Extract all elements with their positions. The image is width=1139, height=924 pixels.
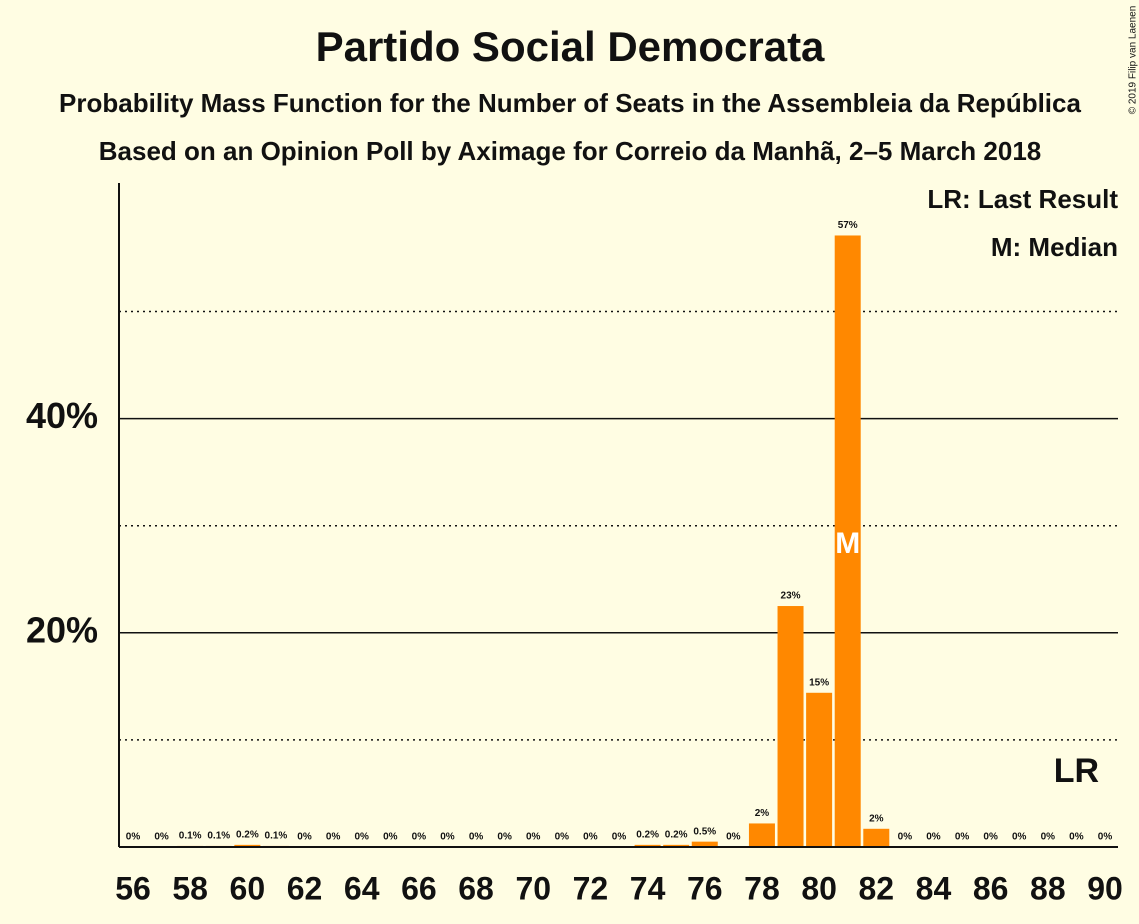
value-label: 0% [440,832,455,843]
x-tick-label: 84 [916,870,952,906]
value-label: 0% [926,832,941,843]
bar [663,844,690,847]
value-label: 0% [297,832,312,843]
x-tick-label: 60 [230,870,266,906]
x-tick-label: 68 [458,870,494,906]
y-tick-label: 40% [26,395,98,436]
value-label: 0.2% [236,829,259,840]
value-label: 0% [497,832,512,843]
value-label: 0.5% [693,826,716,837]
x-tick-label: 62 [287,870,323,906]
value-label: 0% [583,832,598,843]
value-label: 0% [1098,832,1113,843]
value-label: 0% [526,832,541,843]
value-label: 0% [326,832,341,843]
bar [748,823,775,847]
value-label: 0% [1041,832,1056,843]
bar [863,828,890,847]
value-label: 2% [755,808,770,819]
value-label: 57% [838,220,858,231]
x-tick-label: 86 [973,870,1009,906]
x-tick-label: 76 [687,870,723,906]
x-tick-label: 66 [401,870,437,906]
bar [691,841,718,847]
chart-subtitle: Based on an Opinion Poll by Aximage for … [99,136,1042,166]
copyright: © 2019 Filip van Laenen [1128,6,1139,115]
bar [634,844,661,847]
x-tick-label: 74 [630,870,666,906]
bar [234,844,261,847]
value-label: 23% [781,591,801,602]
value-label: 0% [469,832,484,843]
x-tick-label: 88 [1030,870,1066,906]
x-tick-label: 90 [1087,870,1123,906]
x-tick-label: 72 [573,870,609,906]
chart-subtitle: Probability Mass Function for the Number… [59,88,1081,118]
bar [834,235,861,847]
value-label: 0% [612,832,627,843]
x-tick-label: 82 [858,870,894,906]
x-tick-label: 56 [115,870,151,906]
value-label: 0% [412,832,427,843]
x-tick-label: 64 [344,870,380,906]
chart-title: Partido Social Democrata [316,23,825,70]
bar [806,692,833,847]
value-label: 2% [869,813,884,824]
y-tick-label: 20% [26,609,98,650]
x-tick-label: 70 [515,870,551,906]
value-label: 0.2% [636,829,659,840]
value-label: 0% [555,832,570,843]
value-label: 15% [809,677,829,688]
value-label: 0% [898,832,913,843]
x-tick-label: 58 [172,870,208,906]
value-label: 0% [126,832,141,843]
value-label: 0% [726,832,741,843]
value-label: 0% [354,832,369,843]
legend-entry: M: Median [991,232,1118,262]
value-label: 0% [1012,832,1027,843]
value-label: 0% [983,832,998,843]
value-label: 0% [1069,832,1084,843]
x-tick-label: 78 [744,870,780,906]
value-label: 0% [955,832,970,843]
x-tick-label: 80 [801,870,837,906]
value-label: 0.1% [265,831,288,842]
last-result-marker: LR [1054,752,1099,790]
median-marker: M [835,527,860,560]
value-label: 0.1% [179,831,202,842]
bar [777,606,804,847]
value-label: 0% [383,832,398,843]
value-label: 0% [154,832,169,843]
legend-entry: LR: Last Result [927,184,1118,214]
value-label: 0.1% [207,831,230,842]
value-label: 0.2% [665,829,688,840]
